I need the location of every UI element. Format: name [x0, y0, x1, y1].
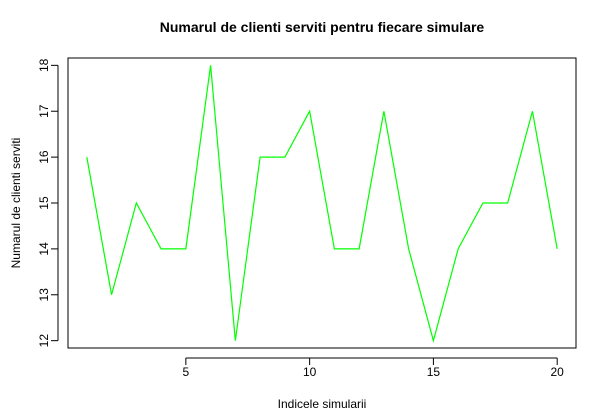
y-tick-label: 16 — [37, 150, 51, 164]
series-line — [86, 65, 558, 343]
chart-title: Numarul de clienti serviti pentru fiecar… — [160, 19, 485, 35]
y-tick-label: 12 — [37, 334, 51, 348]
y-tick-label: 15 — [37, 196, 51, 210]
y-axis: 12 13 14 15 16 17 18 — [37, 58, 59, 348]
plot-frame — [67, 57, 577, 349]
y-tick-label: 17 — [37, 104, 51, 118]
y-tick-label: 18 — [37, 58, 51, 72]
y-tick-label: 13 — [37, 288, 51, 302]
y-axis-label: Numarul de clienti serviti — [9, 138, 23, 269]
x-tick-label: 10 — [303, 365, 317, 379]
x-axis-label: Indicele simularii — [278, 397, 367, 411]
y-tick-label: 14 — [37, 242, 51, 256]
x-axis: 5 10 15 20 — [182, 357, 565, 379]
series-group — [86, 65, 558, 343]
x-tick-label: 20 — [551, 365, 565, 379]
x-tick-label: 15 — [427, 365, 441, 379]
x-tick-label: 5 — [182, 365, 189, 379]
